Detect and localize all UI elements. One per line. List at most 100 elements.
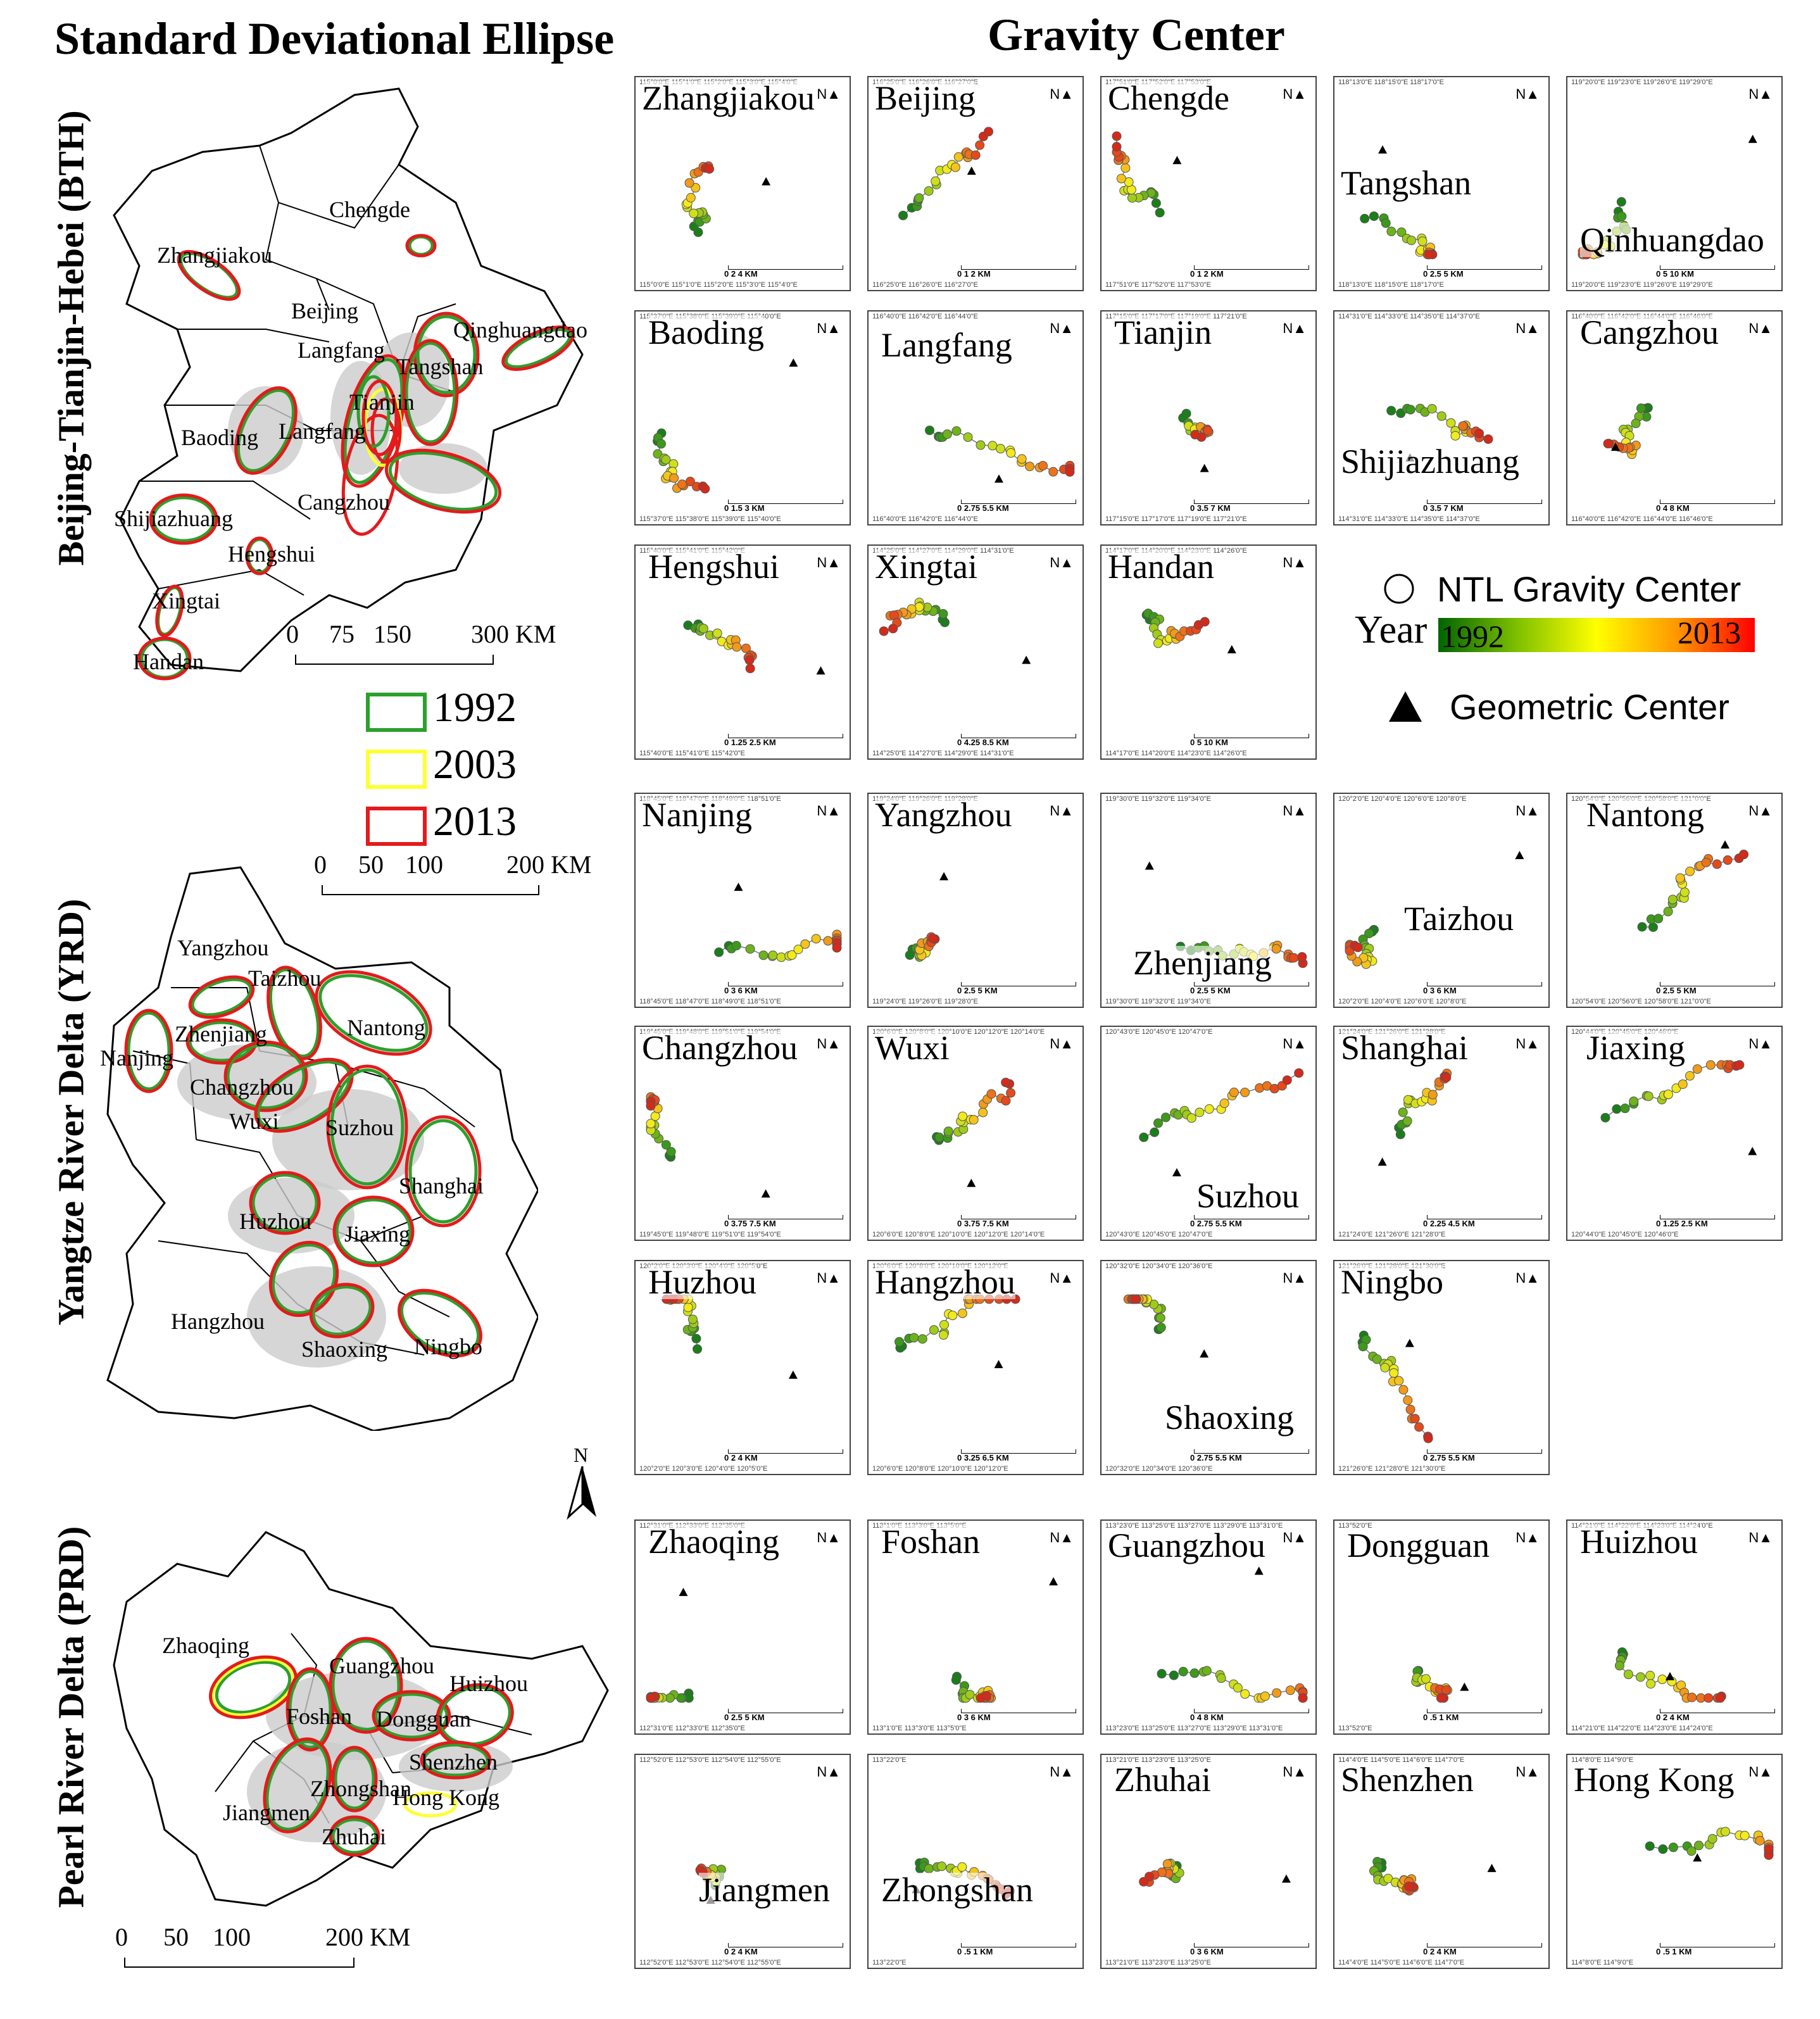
- gravity-point: [1190, 430, 1200, 440]
- panel-nantong: 120°54'0"E 120°56'0"E 120°58'0"E 121°0'0…: [1566, 793, 1783, 1008]
- gravity-point: [646, 1693, 656, 1703]
- gravity-point: [1441, 1685, 1451, 1695]
- panel-scale: 0 3 6 KM: [724, 986, 758, 995]
- gravity-point: [731, 941, 741, 951]
- gravity-point: [1663, 1090, 1673, 1100]
- lon-ticks-top: 120°43'0"E 120°45'0"E 120°47'0"E: [1105, 1028, 1213, 1036]
- gravity-point: [1410, 1414, 1420, 1424]
- panel-suzhou: 120°43'0"E 120°45'0"E 120°47'0"E 120°43'0…: [1100, 1026, 1317, 1241]
- gravity-point: [1260, 1691, 1270, 1701]
- panel-shijiazhuang: 114°31'0"E 114°33'0"E 114°35'0"E 114°37'…: [1333, 310, 1550, 525]
- track-plot: [1123, 1294, 1209, 1358]
- north-arrow-icon: N▲: [817, 803, 841, 819]
- gravity-point: [888, 624, 898, 634]
- north-arrow-icon: N▲: [1748, 1530, 1773, 1545]
- gravity-point: [1667, 895, 1678, 905]
- gravity-point: [1139, 1132, 1149, 1142]
- geometric-center-marker: [1610, 443, 1620, 451]
- panel-guangzhou: 113°23'0"E 113°25'0"E 113°27'0"E 113°29'…: [1100, 1519, 1317, 1735]
- gravity-point: [1216, 1673, 1226, 1683]
- track-plot: [1178, 408, 1214, 472]
- geometric-center-marker: [1022, 655, 1031, 664]
- gravity-point: [1386, 227, 1396, 237]
- gravity-point: [1358, 1342, 1368, 1352]
- geometric-center-marker: [1721, 840, 1730, 849]
- gravity-point: [1402, 1116, 1412, 1126]
- track-plot: [714, 883, 842, 962]
- gravity-point: [1372, 1354, 1382, 1364]
- north-arrow-icon: N▲: [1050, 320, 1074, 336]
- legend-year-2003: 2003: [433, 741, 517, 788]
- north-arrow-icon: N▲: [817, 555, 841, 570]
- track-plot: [1345, 850, 1524, 969]
- yrd-label-taizhou: Taizhou: [248, 965, 322, 991]
- gravity-point: [1404, 1881, 1414, 1891]
- gravity-point: [1405, 1404, 1415, 1414]
- gravity-point: [800, 939, 810, 949]
- gravity-point: [1643, 1091, 1654, 1102]
- lon-ticks-top: 113°52'0"E: [1338, 1522, 1372, 1530]
- panel-scale: 0 .5 1 KM: [957, 1947, 993, 1956]
- panel-scale: 0 2.75 5.5 KM: [957, 503, 1009, 513]
- lon-ticks-bottom: 120°44'0"E 120°45'0"E 120°46'0"E: [1571, 1231, 1679, 1238]
- panel-scale: 0 3 6 KM: [1190, 1947, 1224, 1956]
- track-plot: [695, 1863, 726, 1904]
- geometric-center-marker: [816, 666, 825, 675]
- gravity-point: [1200, 617, 1210, 627]
- north-arrow-icon: N▲: [1516, 1530, 1540, 1545]
- gravity-point: [677, 479, 687, 489]
- gravity-point: [1112, 131, 1122, 141]
- gravity-point: [1645, 1841, 1655, 1851]
- panel-scalebar: [1194, 1943, 1309, 1947]
- gravity-point: [1203, 425, 1213, 436]
- track-plot: [1386, 403, 1493, 462]
- yrd-scalebar: [322, 885, 539, 895]
- panel-langfang: 116°40'0"E 116°42'0"E 116°44'0"E 116°40'0…: [867, 310, 1084, 525]
- gravity-point: [1048, 467, 1058, 477]
- north-arrow-icon: N▲: [1283, 555, 1307, 570]
- gravity-point: [1396, 227, 1407, 237]
- north-arrow-icon: N▲: [1050, 803, 1074, 819]
- gravity-point: [957, 1308, 967, 1318]
- gravity-point: [1353, 942, 1363, 952]
- panel-scale: 0 2.75 5.5 KM: [1190, 1219, 1242, 1228]
- panel-scale: 0 5 10 KM: [1190, 738, 1228, 747]
- panel-title: Jiangmen: [699, 1871, 830, 1909]
- panel-title: Cangzhou: [1580, 313, 1719, 351]
- panel-scalebar: [961, 982, 1076, 986]
- track-plot: [905, 872, 949, 962]
- gravity-point: [1297, 952, 1307, 962]
- panel-title: Dongguan: [1347, 1526, 1490, 1564]
- gravity-point: [691, 1333, 701, 1343]
- north-arrow-icon: N▲: [1748, 86, 1773, 102]
- lon-ticks-top: 120°32'0"E 120°34'0"E 120°36'0"E: [1105, 1262, 1213, 1270]
- lon-ticks-top: 116°40'0"E 116°42'0"E 116°44'0"E: [872, 313, 979, 320]
- panel-scale: 0 2.75 5.5 KM: [1190, 1453, 1242, 1462]
- panel-title: Nantong: [1586, 796, 1704, 834]
- gravity-point: [712, 628, 722, 638]
- lon-ticks-bottom: 117°51'0"E 117°52'0"E 117°53'0"E: [1105, 281, 1212, 289]
- track-plot: [646, 1587, 694, 1703]
- panel-hangzhou: 120°6'0"E 120°8'0"E 120°10'0"E 120°12'0"…: [867, 1260, 1084, 1475]
- lon-ticks-bottom: 119°45'0"E 119°48'0"E 119°51'0"E 119°54'…: [639, 1231, 781, 1238]
- gravity-point: [832, 943, 842, 953]
- panel-cangzhou: 116°40'0"E 116°42'0"E 116°44'0"E 116°46'…: [1566, 310, 1783, 525]
- gravity-point: [1169, 1670, 1179, 1680]
- north-arrow-icon: N▲: [817, 320, 841, 336]
- gravity-point: [1705, 1060, 1716, 1070]
- prd-label-huizhou: Huizhou: [449, 1671, 528, 1696]
- track-plot: [1157, 1566, 1308, 1703]
- panel-scale: 0 4 8 KM: [1656, 503, 1690, 513]
- panel-scale: 0 3.75 7.5 KM: [724, 1219, 776, 1228]
- lon-ticks-top: 120°2'0"E 120°4'0"E 120°6'0"E 120°8'0"E: [1338, 795, 1467, 803]
- panel-title: Zhenjiang: [1133, 944, 1272, 982]
- track-plot: [1357, 1330, 1433, 1443]
- track-plot: [1139, 1068, 1304, 1176]
- gravity-point: [1240, 1689, 1250, 1699]
- prd-label-foshan: Foshan: [286, 1704, 353, 1729]
- bth-scalebar: [295, 655, 494, 665]
- geometric-center-marker: [1172, 156, 1182, 165]
- gravity-point: [1458, 421, 1468, 431]
- gravity-point: [1285, 1685, 1295, 1695]
